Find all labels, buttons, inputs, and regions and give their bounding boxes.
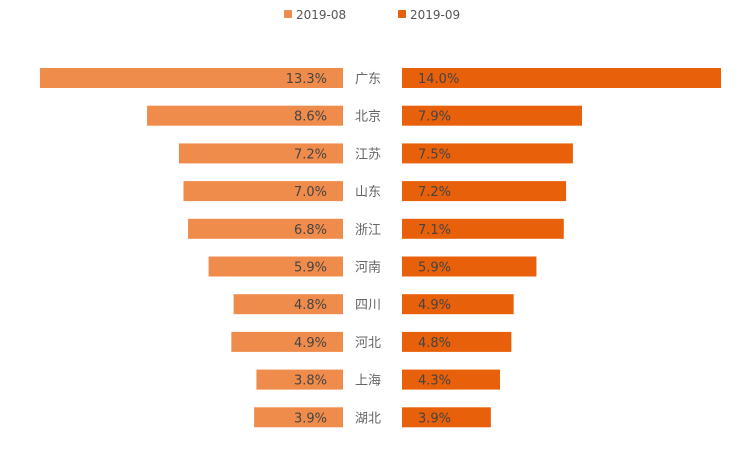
bar-2019-09[interactable]: [402, 256, 537, 277]
bar-2019-09[interactable]: [402, 331, 512, 352]
value-label-2019-09: 5.9%: [418, 261, 451, 276]
value-label-2019-08: 8.6%: [294, 110, 327, 125]
value-label-2019-09: 4.3%: [418, 374, 451, 389]
category-label: 广东: [355, 72, 381, 87]
chart-row: 3.8% 上海 4.3%: [256, 369, 500, 390]
value-label-2019-08: 3.9%: [294, 411, 327, 426]
bar-2019-08[interactable]: [254, 407, 343, 428]
bar-2019-09[interactable]: [402, 105, 583, 126]
value-label-2019-09: 7.2%: [418, 185, 451, 200]
bar-2019-09[interactable]: [402, 369, 500, 390]
value-label-2019-08: 4.8%: [294, 298, 327, 313]
chart-row: 3.9% 湖北 3.9%: [254, 407, 491, 428]
value-label-2019-08: 4.9%: [294, 336, 327, 351]
bar-2019-09[interactable]: [402, 68, 721, 88]
value-label-2019-09: 7.9%: [418, 110, 451, 125]
value-label-2019-09: 3.9%: [418, 411, 451, 426]
value-label-2019-09: 4.9%: [418, 298, 451, 313]
bar-2019-08[interactable]: [183, 181, 344, 202]
bar-2019-08[interactable]: [233, 294, 343, 315]
category-label: 河南: [355, 260, 381, 276]
value-label-2019-08: 7.2%: [294, 147, 327, 162]
chart-row: 5.9% 河南 5.9%: [208, 256, 537, 277]
bar-2019-08[interactable]: [147, 105, 343, 126]
bar-2019-09[interactable]: [402, 181, 567, 202]
value-label-2019-08: 7.0%: [294, 185, 327, 200]
category-label: 浙江: [355, 223, 381, 238]
category-label: 四川: [355, 298, 381, 313]
value-label-2019-09: 14.0%: [418, 72, 459, 87]
chart-row: 6.8% 浙江 7.1%: [188, 218, 564, 239]
bar-2019-08[interactable]: [188, 218, 343, 239]
value-label-2019-09: 7.1%: [418, 223, 451, 238]
category-label: 山东: [355, 185, 381, 200]
legend-label-2019-08[interactable]: 2019-08: [296, 8, 346, 22]
category-label: 河北: [355, 336, 381, 351]
value-label-2019-09: 7.5%: [418, 147, 451, 162]
value-label-2019-08: 5.9%: [294, 261, 327, 276]
chart-row: 4.9% 河北 4.8%: [231, 331, 512, 352]
legend: 2019-08 2019-09: [284, 8, 460, 22]
chart-row: 7.2% 江苏 7.5%: [178, 143, 573, 164]
bar-2019-08[interactable]: [231, 331, 343, 352]
chart-row: 7.0% 山东 7.2%: [183, 181, 567, 202]
bar-2019-08[interactable]: [178, 143, 343, 164]
category-label: 上海: [355, 374, 381, 389]
legend-swatch-2019-08[interactable]: [284, 10, 292, 18]
value-label-2019-08: 13.3%: [286, 72, 327, 87]
category-label: 湖北: [355, 411, 381, 426]
legend-label-2019-09[interactable]: 2019-09: [410, 8, 460, 22]
legend-swatch-2019-09[interactable]: [398, 10, 406, 18]
chart-row: 4.8% 四川 4.9%: [233, 294, 514, 315]
category-label: 江苏: [355, 146, 381, 162]
bar-2019-08[interactable]: [39, 68, 343, 88]
value-label-2019-09: 4.8%: [418, 336, 451, 351]
category-label: 北京: [355, 110, 381, 125]
value-label-2019-08: 3.8%: [294, 374, 327, 389]
bar-2019-09[interactable]: [402, 294, 514, 315]
chart-row: 8.6% 北京 7.9%: [147, 105, 583, 126]
bar-2019-09[interactable]: [402, 407, 491, 428]
bar-2019-08[interactable]: [208, 256, 343, 277]
bar-2019-08[interactable]: [256, 369, 343, 390]
bar-2019-09[interactable]: [402, 218, 564, 239]
value-label-2019-08: 6.8%: [294, 223, 327, 238]
chart-row: 13.3% 广东 14.0%: [39, 68, 721, 88]
chart-rows: 13.3% 广东 14.0%8.6% 北京 7.9%7.2% 江苏 7.5%7.0% 山东 7.…: [39, 68, 721, 428]
bar-2019-09[interactable]: [402, 143, 573, 164]
